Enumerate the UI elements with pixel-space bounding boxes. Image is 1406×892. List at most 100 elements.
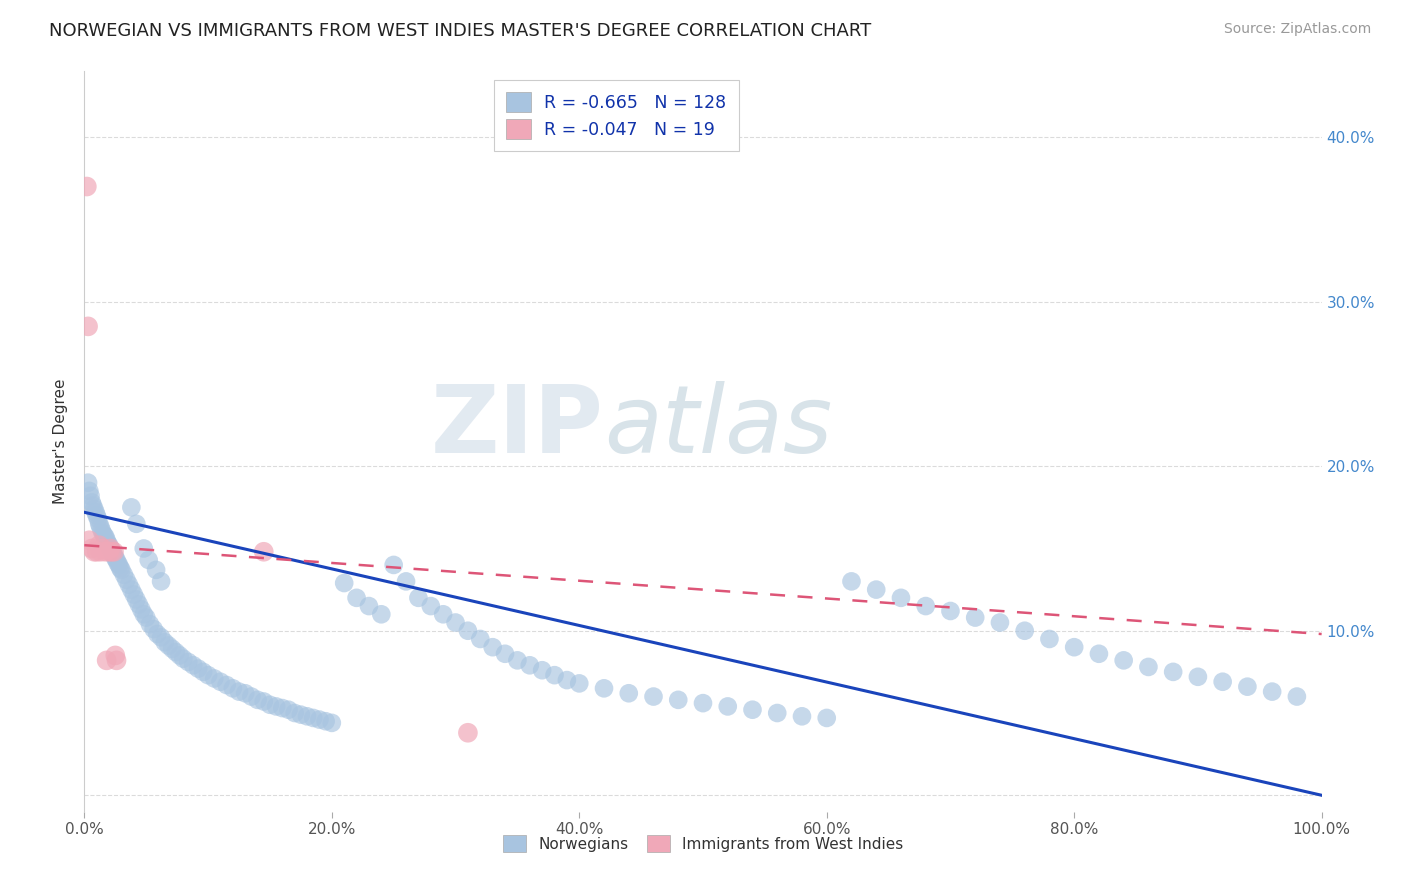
Point	[1063, 640, 1085, 655]
Point	[89, 520, 111, 534]
Point	[101, 546, 124, 560]
Point	[82, 499, 104, 513]
Point	[890, 591, 912, 605]
Point	[240, 690, 263, 704]
Text: NORWEGIAN VS IMMIGRANTS FROM WEST INDIES MASTER'S DEGREE CORRELATION CHART: NORWEGIAN VS IMMIGRANTS FROM WEST INDIES…	[49, 22, 872, 40]
Point	[1014, 624, 1036, 638]
Point	[98, 541, 121, 556]
Point	[87, 512, 110, 526]
Point	[692, 696, 714, 710]
Point	[150, 574, 173, 589]
Point	[94, 545, 117, 559]
Point	[150, 630, 173, 644]
Point	[103, 545, 125, 559]
Legend: Norwegians, Immigrants from West Indies: Norwegians, Immigrants from West Indies	[495, 828, 911, 860]
Point	[253, 694, 276, 708]
Point	[1161, 665, 1184, 679]
Point	[295, 709, 318, 723]
Point	[988, 615, 1011, 630]
Point	[308, 713, 330, 727]
Point	[98, 545, 121, 559]
Point	[76, 179, 98, 194]
Point	[96, 533, 118, 548]
Point	[94, 530, 117, 544]
Point	[79, 489, 101, 503]
Point	[1236, 680, 1258, 694]
Point	[165, 645, 187, 659]
Point	[77, 319, 100, 334]
Point	[172, 651, 194, 665]
Point	[432, 607, 454, 622]
Point	[209, 674, 232, 689]
Point	[277, 703, 299, 717]
Point	[333, 576, 356, 591]
Point	[717, 699, 740, 714]
Point	[169, 648, 191, 663]
Point	[89, 538, 111, 552]
Point	[555, 673, 578, 687]
Point	[290, 707, 312, 722]
Point	[408, 591, 430, 605]
Point	[79, 533, 101, 548]
Point	[197, 668, 219, 682]
Point	[122, 588, 145, 602]
Point	[177, 655, 200, 669]
Point	[494, 647, 516, 661]
Point	[89, 545, 111, 559]
Point	[1088, 647, 1111, 661]
Point	[543, 668, 565, 682]
Point	[1038, 632, 1060, 646]
Text: ZIP: ZIP	[432, 381, 605, 473]
Point	[457, 624, 479, 638]
Point	[132, 607, 155, 622]
Point	[145, 563, 167, 577]
Point	[233, 686, 256, 700]
Point	[1137, 660, 1160, 674]
Point	[86, 508, 108, 523]
Point	[138, 553, 160, 567]
Point	[506, 653, 529, 667]
Point	[444, 615, 467, 630]
Point	[531, 663, 554, 677]
Point	[90, 524, 112, 538]
Point	[132, 541, 155, 556]
Point	[100, 545, 122, 559]
Point	[865, 582, 887, 597]
Point	[80, 495, 103, 509]
Point	[103, 548, 125, 562]
Point	[357, 599, 380, 613]
Point	[160, 641, 183, 656]
Point	[741, 703, 763, 717]
Point	[104, 551, 127, 566]
Point	[125, 592, 148, 607]
Point	[395, 574, 418, 589]
Y-axis label: Master's Degree: Master's Degree	[53, 379, 69, 504]
Point	[215, 678, 238, 692]
Point	[153, 635, 176, 649]
Point	[259, 698, 281, 712]
Point	[100, 543, 122, 558]
Point	[98, 538, 121, 552]
Point	[315, 714, 337, 729]
Point	[1112, 653, 1135, 667]
Point	[83, 502, 105, 516]
Point	[118, 577, 141, 591]
Point	[965, 610, 987, 624]
Text: atlas: atlas	[605, 381, 832, 472]
Point	[914, 599, 936, 613]
Point	[110, 563, 132, 577]
Point	[112, 567, 135, 582]
Point	[1285, 690, 1308, 704]
Point	[91, 541, 114, 556]
Point	[841, 574, 863, 589]
Point	[253, 545, 276, 559]
Point	[284, 706, 307, 720]
Point	[419, 599, 441, 613]
Point	[228, 684, 250, 698]
Point	[246, 693, 269, 707]
Point	[790, 709, 813, 723]
Point	[105, 653, 128, 667]
Point	[129, 602, 152, 616]
Point	[108, 558, 131, 572]
Point	[302, 711, 325, 725]
